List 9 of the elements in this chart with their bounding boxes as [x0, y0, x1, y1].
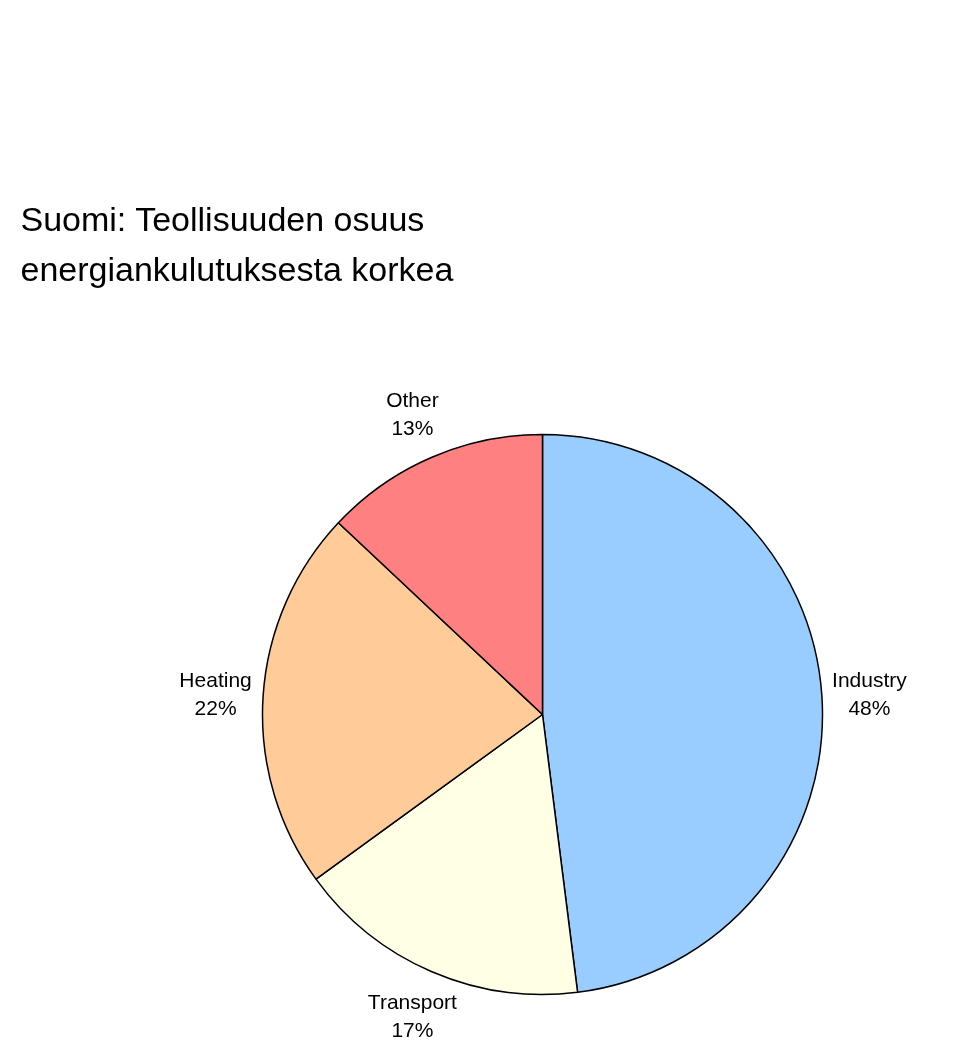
slice-label: Heating: [179, 668, 252, 692]
data-label: 22%: [194, 696, 237, 720]
chart-title: Suomi: Teollisuuden osuus energiankulutuksesta korkea: [20, 199, 454, 288]
slice-label: Other: [386, 388, 439, 412]
slice-label: Industry: [832, 668, 908, 692]
data-label: 17%: [391, 1017, 434, 1041]
data-label: 48%: [848, 696, 891, 720]
slice-label: Transport: [367, 989, 458, 1013]
data-label: 13%: [391, 416, 434, 440]
